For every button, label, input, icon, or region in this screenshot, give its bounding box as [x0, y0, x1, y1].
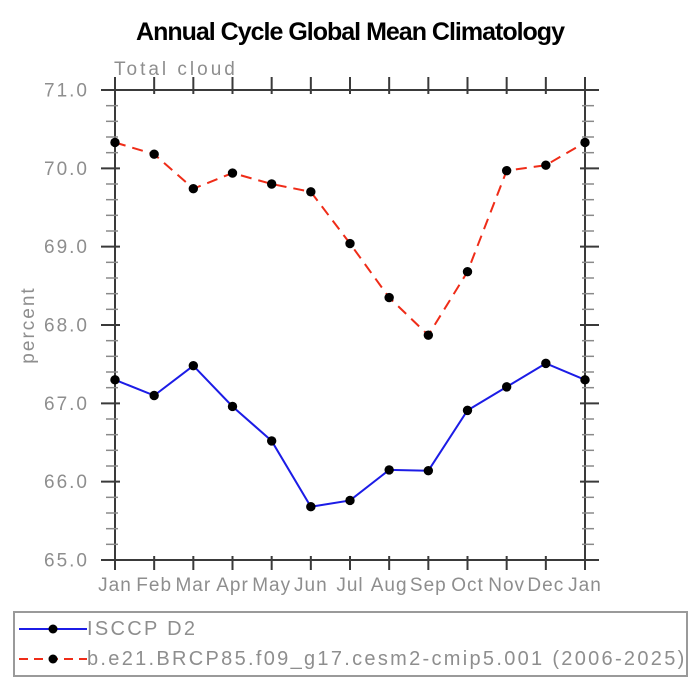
- legend-line-sample-red: [19, 654, 87, 664]
- data-point-1: [501, 165, 512, 176]
- data-point-1: [423, 330, 434, 340]
- x-tick-label: Jul: [336, 575, 363, 596]
- data-point-0: [306, 502, 316, 512]
- x-tick-label: Sep: [410, 575, 447, 596]
- data-point-0: [580, 375, 590, 385]
- data-point-0: [541, 358, 551, 369]
- data-point-0: [227, 401, 238, 412]
- data-point-0: [188, 361, 199, 371]
- x-tick-label: Nov: [488, 575, 525, 596]
- y-tick-label: 71.0: [44, 81, 89, 102]
- data-point-0: [462, 405, 473, 416]
- x-tick-label: Aug: [371, 575, 408, 596]
- legend-sample-marker: [48, 624, 58, 634]
- y-tick-label: 65.0: [44, 551, 89, 572]
- series-line-0: [114, 362, 586, 508]
- series-line-1: [114, 141, 586, 337]
- y-tick-label: 66.0: [44, 472, 89, 493]
- data-point-1: [384, 292, 394, 303]
- data-point-1: [306, 187, 316, 197]
- data-point-1: [149, 149, 159, 159]
- y-tick-label: 70.0: [44, 159, 89, 180]
- x-tick-label: Jun: [294, 575, 328, 596]
- legend-item-isccp: ISCCP D2: [15, 615, 686, 643]
- chart-subtitle: Total cloud: [114, 59, 238, 80]
- plot-frame: [114, 89, 586, 561]
- data-point-0: [345, 495, 355, 506]
- legend-line-sample-blue: [19, 624, 87, 634]
- x-tick-label: Jan: [98, 575, 132, 596]
- x-tick-label: Dec: [527, 575, 564, 596]
- data-point-1: [462, 267, 473, 277]
- x-tick-label: Mar: [175, 575, 211, 596]
- chart-title: Annual Cycle Global Mean Climatology: [136, 18, 565, 46]
- legend-label-model: b.e21.BRCP85.f09_g17.cesm2-cmip5.001 (20…: [87, 648, 687, 670]
- data-point-1: [345, 238, 355, 249]
- data-point-0: [110, 375, 120, 385]
- y-tick-label: 67.0: [44, 394, 89, 415]
- data-point-1: [188, 184, 199, 194]
- data-point-0: [423, 466, 434, 476]
- data-point-1: [541, 160, 551, 170]
- y-tick-label: 69.0: [44, 237, 89, 258]
- data-point-0: [149, 390, 159, 401]
- y-axis-title: percent: [18, 286, 39, 363]
- data-point-1: [110, 137, 120, 148]
- data-point-0: [384, 465, 394, 475]
- y-tick-label: 68.0: [44, 316, 89, 337]
- x-tick-label: May: [252, 575, 291, 596]
- data-point-1: [266, 179, 277, 189]
- x-tick-label: Feb: [136, 575, 172, 596]
- legend-label-isccp: ISCCP D2: [87, 618, 198, 640]
- legend-item-model: b.e21.BRCP85.f09_g17.cesm2-cmip5.001 (20…: [15, 645, 686, 673]
- x-tick-label: Oct: [451, 575, 484, 596]
- data-point-1: [580, 137, 590, 148]
- data-point-0: [266, 436, 277, 446]
- data-point-1: [227, 168, 238, 178]
- data-point-0: [501, 382, 512, 392]
- legend-box: ISCCP D2 b.e21.BRCP85.f09_g17.cesm2-cmip…: [13, 611, 688, 677]
- x-tick-label: Apr: [216, 575, 249, 596]
- legend-sample-marker: [48, 654, 58, 664]
- x-tick-label: Jan: [568, 575, 602, 596]
